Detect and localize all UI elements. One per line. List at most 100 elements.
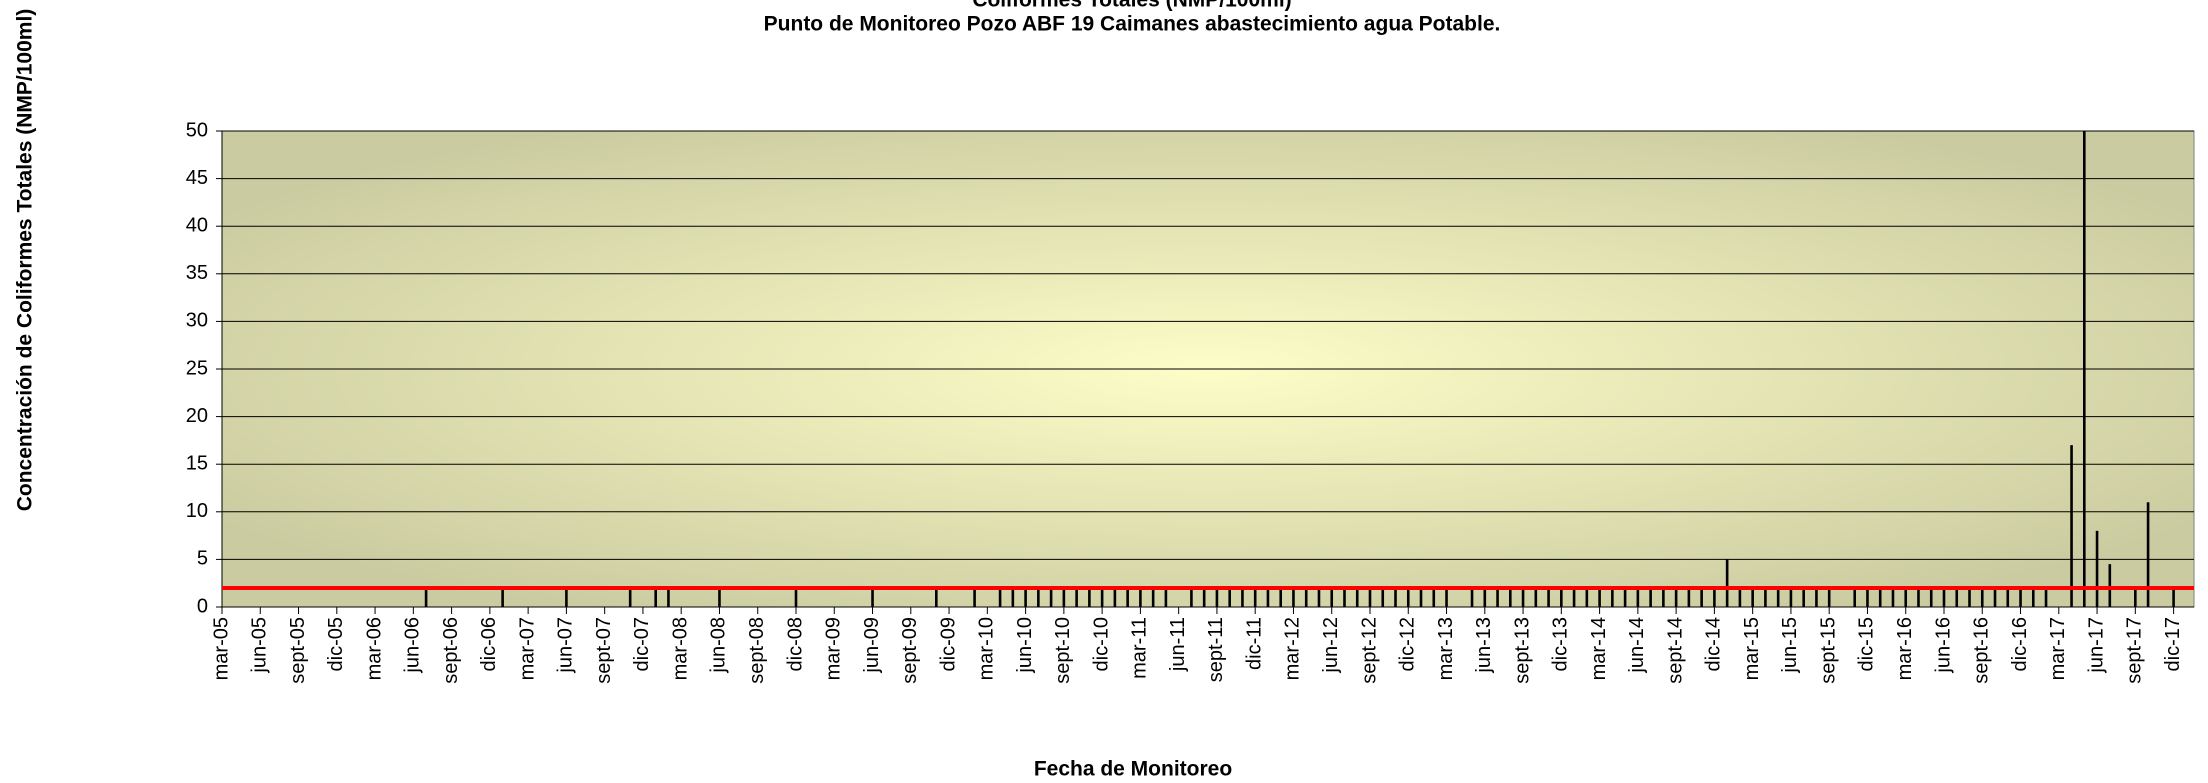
y-tick-label: 50 bbox=[186, 119, 208, 141]
x-tick-label: mar-08 bbox=[669, 617, 691, 680]
x-tick-label: dic-12 bbox=[1397, 617, 1419, 671]
bar bbox=[1419, 587, 1423, 607]
bar bbox=[1432, 587, 1436, 607]
bar bbox=[2006, 587, 2010, 607]
x-tick-label: sept-17 bbox=[2124, 617, 2146, 684]
bar bbox=[1917, 587, 1920, 607]
bar bbox=[1955, 587, 1959, 607]
bar bbox=[1942, 587, 1946, 607]
bar bbox=[1317, 587, 1321, 607]
x-tick-label: sept-12 bbox=[1358, 617, 1380, 684]
y-tick-label: 0 bbox=[197, 595, 208, 617]
x-tick-label: jun-14 bbox=[1626, 617, 1648, 674]
bar bbox=[1100, 587, 1104, 607]
x-tick-label: jun-11 bbox=[1167, 617, 1189, 672]
bar bbox=[1509, 587, 1512, 607]
bar bbox=[2031, 587, 2035, 607]
y-tick-label: 15 bbox=[186, 452, 208, 474]
bar bbox=[1560, 587, 1563, 607]
bar bbox=[794, 587, 798, 607]
bar bbox=[1674, 587, 1678, 607]
bar bbox=[2146, 502, 2150, 607]
x-tick-label: jun-12 bbox=[1320, 617, 1342, 674]
bar bbox=[1241, 587, 1244, 607]
x-tick-label: jun-05 bbox=[249, 617, 271, 674]
x-tick-label: sept-13 bbox=[1511, 617, 1533, 684]
bar bbox=[1355, 587, 1359, 607]
x-tick-label: jun-10 bbox=[1014, 617, 1036, 674]
x-tick-label: mar-13 bbox=[1435, 617, 1457, 680]
bar bbox=[1151, 587, 1155, 607]
bar bbox=[1406, 587, 1410, 607]
bar bbox=[1011, 587, 1015, 607]
bar bbox=[1764, 587, 1767, 607]
x-tick-label: sept-15 bbox=[1817, 617, 1839, 684]
bar bbox=[2019, 587, 2022, 607]
bar bbox=[1725, 559, 1729, 607]
bar bbox=[2083, 131, 2086, 607]
bar bbox=[2134, 587, 2137, 607]
x-tick-label: dic-17 bbox=[2162, 617, 2184, 671]
bar bbox=[565, 587, 568, 607]
bar bbox=[1279, 587, 1283, 607]
bar bbox=[1649, 587, 1652, 607]
bar bbox=[1853, 587, 1857, 607]
bar bbox=[628, 587, 632, 607]
x-tick-label: mar-17 bbox=[2047, 617, 2069, 680]
x-tick-label: mar-06 bbox=[363, 617, 385, 680]
bar bbox=[1266, 587, 1270, 607]
x-tick-label: mar-16 bbox=[1894, 617, 1916, 680]
x-tick-label: dic-16 bbox=[2009, 617, 2031, 671]
x-tick-label: jun-17 bbox=[2085, 617, 2107, 674]
bar bbox=[1164, 587, 1168, 607]
x-tick-label: mar-12 bbox=[1282, 617, 1304, 680]
y-axis-label: Concentración de Coliformes Totales (NMP… bbox=[14, 9, 37, 512]
x-tick-label: jun-09 bbox=[861, 617, 883, 674]
x-tick-label: dic-07 bbox=[631, 617, 653, 671]
bar bbox=[1623, 587, 1627, 607]
bar bbox=[2095, 530, 2099, 607]
x-tick-label: dic-05 bbox=[325, 617, 347, 671]
bar bbox=[998, 587, 1002, 607]
x-tick-label: sept-10 bbox=[1052, 617, 1074, 684]
bar bbox=[1343, 587, 1346, 607]
bar bbox=[1139, 587, 1142, 607]
x-tick-label: sept-14 bbox=[1664, 617, 1686, 684]
bar bbox=[1062, 587, 1066, 607]
bar bbox=[1292, 587, 1295, 607]
bar bbox=[1202, 587, 1206, 607]
bar bbox=[1304, 587, 1308, 607]
x-tick-label: mar-10 bbox=[976, 617, 998, 680]
bar bbox=[667, 587, 670, 607]
bar bbox=[1483, 587, 1487, 607]
bar bbox=[1521, 587, 1525, 607]
x-tick-label: mar-14 bbox=[1588, 617, 1610, 680]
x-tick-label: mar-07 bbox=[516, 617, 538, 680]
x-tick-label: dic-09 bbox=[937, 617, 959, 671]
bar bbox=[2070, 445, 2073, 607]
bar bbox=[1547, 587, 1550, 607]
bar bbox=[1394, 587, 1397, 607]
bar bbox=[1700, 587, 1703, 607]
y-tick-label: 40 bbox=[186, 214, 208, 236]
bar bbox=[1687, 587, 1691, 607]
bar bbox=[1611, 587, 1614, 607]
bar bbox=[1636, 587, 1640, 607]
bar bbox=[1228, 587, 1231, 607]
bar bbox=[501, 587, 504, 607]
x-tick-label: jun-06 bbox=[402, 617, 424, 674]
y-tick-label: 5 bbox=[197, 548, 208, 570]
x-tick-label: jun-07 bbox=[555, 617, 577, 674]
x-tick-label: mar-15 bbox=[1741, 617, 1763, 680]
bar bbox=[1572, 587, 1576, 607]
x-tick-label: dic-14 bbox=[1703, 617, 1725, 671]
x-tick-label: dic-13 bbox=[1550, 617, 1572, 671]
bar bbox=[1534, 587, 1538, 607]
bar bbox=[1815, 587, 1818, 607]
x-tick-label: mar-11 bbox=[1129, 617, 1151, 679]
bar bbox=[1662, 587, 1665, 607]
bar bbox=[2044, 587, 2048, 607]
bar bbox=[935, 587, 938, 607]
x-tick-label: jun-15 bbox=[1779, 617, 1801, 674]
